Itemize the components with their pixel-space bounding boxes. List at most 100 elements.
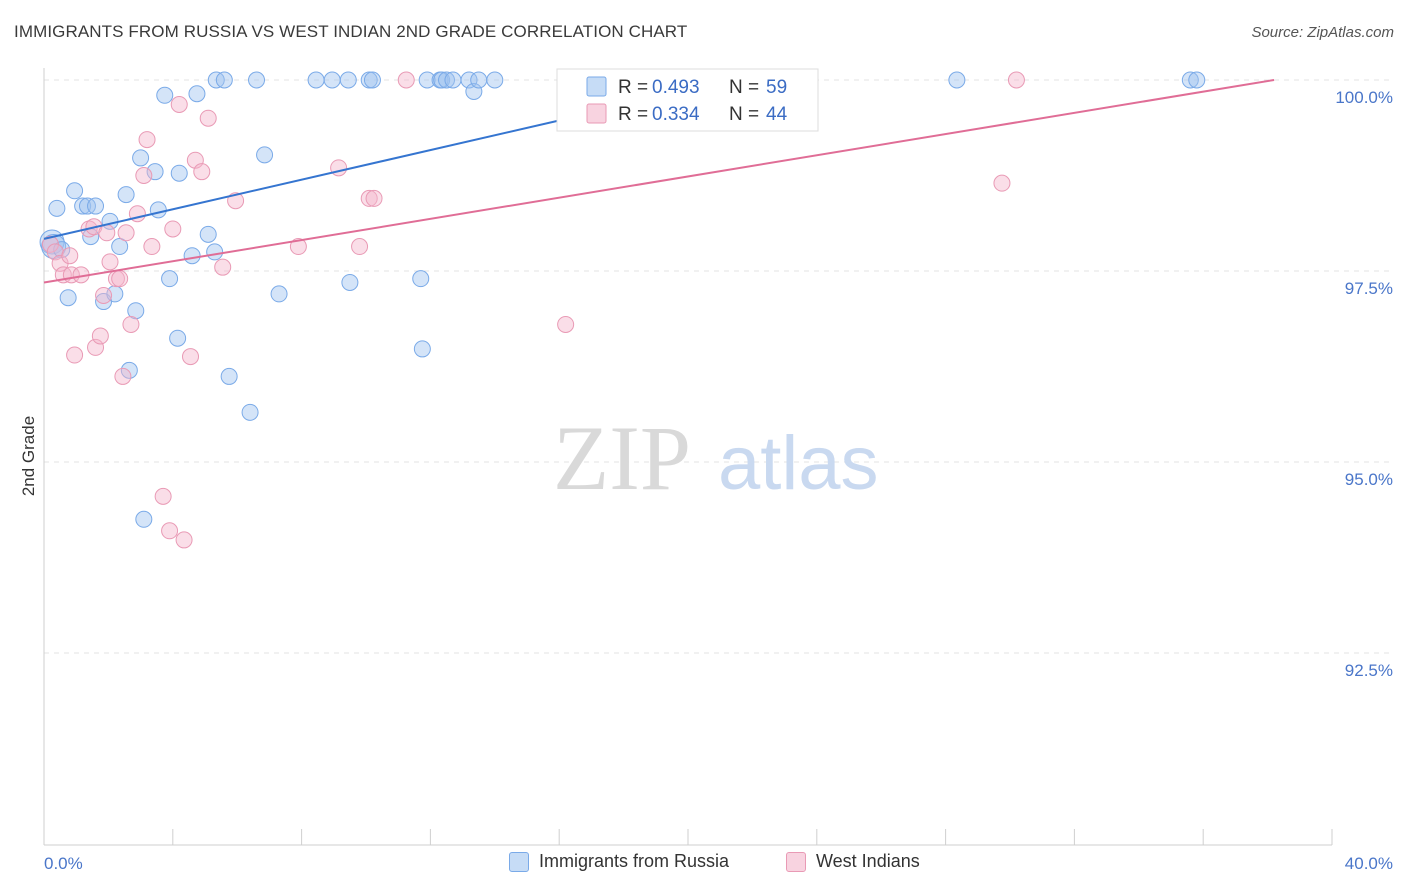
- legend-swatch-icon: [509, 851, 529, 872]
- legend-swatch-west-indians: [586, 103, 607, 124]
- point-west-indians: [111, 270, 129, 288]
- point-russia: [270, 285, 288, 303]
- point-west-indians: [117, 224, 135, 242]
- legend-swatch-russia: [586, 76, 607, 97]
- point-russia: [323, 71, 341, 89]
- point-west-indians: [175, 531, 193, 549]
- point-russia: [120, 361, 138, 379]
- x-tick-right: 40.0%: [1345, 854, 1393, 873]
- watermark-atlas: atlas: [718, 421, 879, 506]
- point-russia: [146, 163, 164, 181]
- point-russia: [948, 71, 966, 89]
- point-west-indians: [101, 253, 119, 271]
- watermark: ZIP atlas: [553, 407, 879, 509]
- point-west-indians: [95, 286, 113, 304]
- chart-title: IMMIGRANTS FROM RUSSIA VS WEST INDIAN 2N…: [14, 22, 688, 41]
- point-russia: [188, 85, 206, 103]
- point-russia: [248, 71, 266, 89]
- point-russia: [206, 243, 224, 261]
- point-russia: [199, 225, 217, 243]
- point-west-indians: [289, 238, 307, 256]
- legend-item-west-indians: West Indians: [786, 851, 920, 872]
- y-axis-label: 2nd Grade: [19, 416, 38, 496]
- point-russia: [486, 71, 504, 89]
- point-west-indians: [61, 247, 79, 265]
- point-russia: [48, 199, 66, 217]
- point-west-indians: [557, 315, 575, 333]
- point-west-indians: [161, 522, 179, 540]
- point-russia: [66, 182, 84, 200]
- point-west-indians: [170, 95, 188, 113]
- point-russia: [412, 270, 430, 288]
- point-west-indians: [143, 238, 161, 256]
- point-russia: [135, 510, 153, 528]
- y-tick-label: 100.0%: [1335, 88, 1393, 107]
- point-west-indians: [154, 487, 172, 505]
- point-west-indians: [193, 163, 211, 181]
- trendline-west-indians: [43, 79, 1275, 284]
- point-russia: [413, 340, 431, 358]
- point-russia: [220, 367, 238, 385]
- point-west-indians: [91, 327, 109, 345]
- point-west-indians: [199, 109, 217, 127]
- legend-n-value-1: 59: [766, 77, 787, 98]
- y-tick-label: 97.5%: [1345, 279, 1393, 298]
- point-russia: [169, 329, 187, 347]
- legend-label-russia: Immigrants from Russia: [539, 851, 730, 871]
- point-russia: [132, 149, 150, 167]
- point-west-indians: [214, 258, 232, 276]
- legend-r-label-2: R =: [618, 104, 648, 125]
- legend-r-value-2: 0.334: [652, 104, 700, 125]
- point-west-indians: [98, 224, 116, 242]
- point-russia: [363, 71, 381, 89]
- y-tick-label: 95.0%: [1345, 470, 1393, 489]
- point-west-indians: [66, 346, 84, 364]
- point-russia: [161, 270, 179, 288]
- point-west-indians: [397, 71, 415, 89]
- y-tick-label: 92.5%: [1345, 661, 1393, 680]
- point-russia: [470, 71, 488, 89]
- point-west-indians: [351, 238, 369, 256]
- point-russia: [111, 238, 129, 256]
- point-russia: [339, 71, 357, 89]
- point-west-indians: [135, 167, 153, 184]
- point-russia: [241, 403, 259, 421]
- point-west-indians: [182, 348, 200, 366]
- legend-swatch-icon: [786, 851, 806, 872]
- point-west-indians: [164, 220, 182, 238]
- point-russia: [438, 71, 455, 89]
- legend-item-russia: Immigrants from Russia: [509, 851, 729, 872]
- point-west-indians: [360, 189, 378, 207]
- point-west-indians: [1007, 71, 1025, 89]
- watermark-zip: ZIP: [553, 407, 691, 509]
- point-russia: [156, 86, 174, 104]
- point-russia: [1188, 71, 1206, 89]
- legend-n-value-2: 44: [766, 104, 788, 125]
- gridlines: [44, 79, 1392, 654]
- point-russia: [341, 273, 359, 291]
- point-west-indians: [365, 189, 383, 207]
- point-russia: [215, 71, 233, 89]
- point-west-indians: [122, 315, 140, 333]
- stats-legend: R = 0.493 N = 59 R = 0.334 N = 44: [556, 68, 819, 132]
- point-russia: [149, 201, 167, 219]
- point-russia: [59, 289, 77, 307]
- point-russia: [117, 186, 135, 204]
- point-russia: [444, 71, 462, 89]
- legend-r-label-1: R =: [618, 77, 648, 98]
- point-russia: [170, 164, 188, 182]
- source-label: Source: ZipAtlas.com: [1251, 24, 1394, 41]
- legend-r-value-1: 0.493: [652, 77, 700, 98]
- legend-n-label-2: N =: [729, 104, 759, 125]
- point-russia: [307, 71, 325, 89]
- point-russia: [183, 247, 201, 265]
- point-russia: [256, 146, 274, 164]
- legend-label-west-indians: West Indians: [816, 851, 920, 871]
- point-west-indians: [114, 367, 132, 385]
- point-russia: [1181, 71, 1199, 89]
- point-west-indians: [993, 174, 1011, 192]
- legend-n-label-1: N =: [729, 77, 759, 98]
- point-west-indians: [138, 131, 156, 149]
- point-russia: [74, 197, 92, 215]
